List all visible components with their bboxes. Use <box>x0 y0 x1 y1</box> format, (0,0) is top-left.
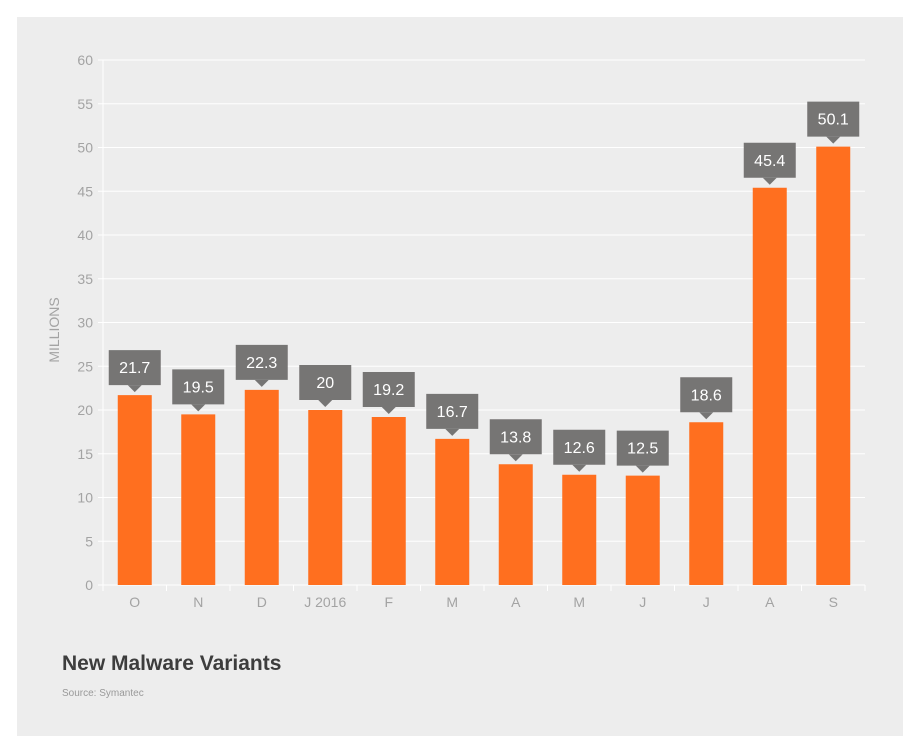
y-tick-label: 25 <box>77 358 93 374</box>
x-tick-label: S <box>829 594 838 610</box>
data-label: 19.5 <box>183 379 214 396</box>
data-label-pointer <box>127 385 142 393</box>
y-tick-label: 55 <box>77 96 93 112</box>
x-tick-label: M <box>446 594 458 610</box>
data-label: 22.3 <box>246 355 277 372</box>
data-label: 50.1 <box>818 112 849 129</box>
y-tick-label: 30 <box>77 315 93 331</box>
bars: 21.7 19.5 22.3 20 19.2 16.7 13.8 12.6 12.5 18.6 45… <box>108 101 860 585</box>
data-label: 19.2 <box>373 382 404 399</box>
bar <box>244 389 279 585</box>
x-tick-label: J <box>703 594 710 610</box>
data-label-box <box>680 377 733 413</box>
data-label-box <box>426 393 479 429</box>
data-label-pointer <box>445 428 460 436</box>
x-tick-label: J 2016 <box>304 594 346 610</box>
data-label-pointer <box>191 404 206 412</box>
y-tick-label: 15 <box>77 446 93 462</box>
bar <box>117 395 152 585</box>
data-label: 18.6 <box>691 387 722 404</box>
data-label-box <box>553 429 606 465</box>
data-label-box <box>172 369 225 405</box>
bar <box>181 414 216 585</box>
x-tick-label: O <box>129 594 140 610</box>
x-tick-label: F <box>384 594 393 610</box>
bar <box>308 410 343 585</box>
data-label-pointer <box>699 412 714 420</box>
data-label: 21.7 <box>119 360 150 377</box>
bar <box>498 464 533 585</box>
y-axis-label: MILLIONS <box>46 297 62 362</box>
y-tick-label: 45 <box>77 183 93 199</box>
data-label-box <box>299 365 352 400</box>
bar <box>371 417 406 585</box>
data-label: 45.4 <box>754 153 785 170</box>
y-tick-label: 50 <box>77 140 93 156</box>
data-label: 12.5 <box>627 441 658 458</box>
data-label-box <box>616 430 669 466</box>
bar <box>625 475 660 585</box>
x-tick-label: J <box>639 594 646 610</box>
data-label-pointer <box>826 136 841 144</box>
data-label-box <box>108 350 161 386</box>
chart-title: New Malware Variants <box>62 652 282 675</box>
data-label-pointer <box>762 177 777 185</box>
x-tick-label: A <box>765 594 775 610</box>
data-label: 13.8 <box>500 429 531 446</box>
bar <box>816 146 851 585</box>
x-tick-label: N <box>193 594 203 610</box>
data-label-pointer <box>508 454 523 462</box>
bar <box>752 187 787 585</box>
y-tick-label: 0 <box>85 577 93 593</box>
y-ticks: 0 5 10 15 20 25 30 35 40 45 50 55 60 <box>77 52 93 593</box>
data-label-box <box>489 419 542 455</box>
bar <box>435 438 470 585</box>
data-label-pointer <box>635 465 650 473</box>
x-ticks: O N D J 2016 F M A M J J A S <box>102 585 866 610</box>
data-label-pointer <box>254 379 269 387</box>
data-label-box <box>807 101 860 137</box>
data-label-box <box>235 344 288 380</box>
chart-source: Source: Symantec <box>62 688 144 699</box>
y-tick-label: 40 <box>77 227 93 243</box>
y-tick-label: 60 <box>77 52 93 68</box>
data-label: 20 <box>316 375 334 392</box>
x-tick-label: D <box>257 594 267 610</box>
y-tick-label: 20 <box>77 402 93 418</box>
data-label-pointer <box>318 400 333 407</box>
data-label-pointer <box>572 464 587 472</box>
data-label-box <box>743 142 796 178</box>
x-tick-label: A <box>511 594 521 610</box>
data-label-box <box>362 372 415 407</box>
x-tick-label: M <box>573 594 585 610</box>
y-tick-label: 35 <box>77 271 93 287</box>
y-tick-label: 10 <box>77 490 93 506</box>
data-label-pointer <box>381 407 396 414</box>
data-label: 16.7 <box>437 404 468 421</box>
gridlines <box>98 59 865 591</box>
bar <box>689 422 724 585</box>
bar <box>562 474 597 585</box>
y-tick-label: 5 <box>85 533 93 549</box>
data-label: 12.6 <box>564 440 595 457</box>
